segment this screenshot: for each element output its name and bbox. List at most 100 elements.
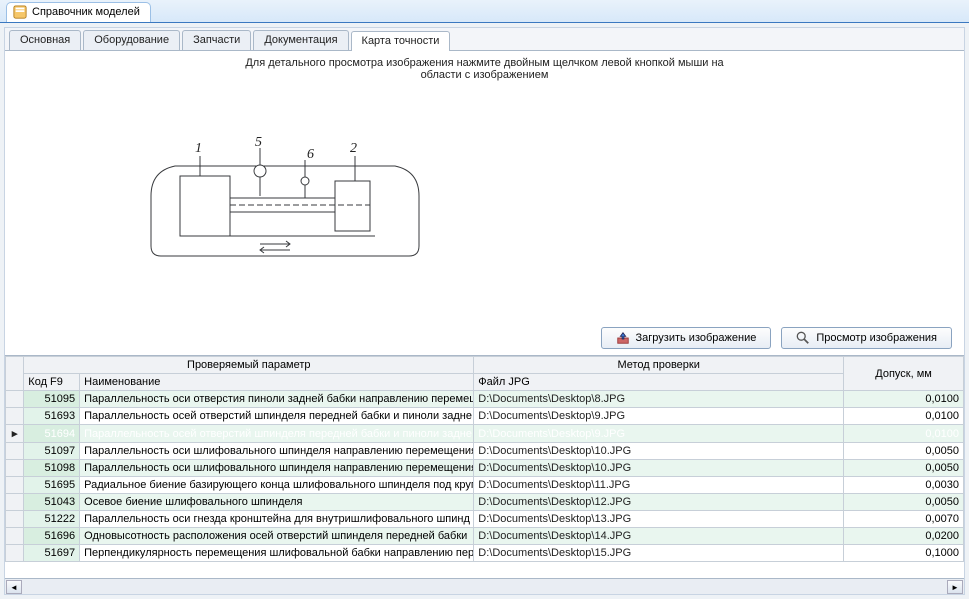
table-row[interactable]: 51098Параллельность оси шлифовального шп…: [6, 460, 964, 477]
instruction-line1: Для детального просмотра изображения наж…: [245, 57, 723, 69]
magnifier-icon: [796, 331, 810, 345]
cell-file[interactable]: D:\Documents\Desktop\11.JPG: [474, 477, 844, 494]
cell-code[interactable]: 51697: [24, 545, 80, 562]
header-code[interactable]: Код F9: [24, 374, 80, 391]
table-row[interactable]: 51095Параллельность оси отверстия пиноли…: [6, 391, 964, 408]
header-name[interactable]: Наименование: [80, 374, 474, 391]
cell-file[interactable]: D:\Documents\Desktop\9.JPG: [474, 408, 844, 425]
upload-icon: [616, 331, 630, 345]
table-row[interactable]: 51043Осевое биение шлифовального шпиндел…: [6, 494, 964, 511]
cell-tolerance[interactable]: 0,0030: [844, 477, 964, 494]
cell-file[interactable]: D:\Documents\Desktop\8.JPG: [474, 391, 844, 408]
load-image-button[interactable]: Загрузить изображение: [601, 327, 772, 349]
header-group-method[interactable]: Метод проверки: [474, 357, 844, 374]
cell-file[interactable]: D:\Documents\Desktop\13.JPG: [474, 511, 844, 528]
cell-tolerance[interactable]: 0,0050: [844, 443, 964, 460]
cell-name[interactable]: Одновысотность расположения осей отверст…: [80, 528, 474, 545]
cell-tolerance[interactable]: 0,0070: [844, 511, 964, 528]
cell-name[interactable]: Радиальное биение базирующего конца шлиф…: [80, 477, 474, 494]
cell-code[interactable]: 51095: [24, 391, 80, 408]
cell-code[interactable]: 51695: [24, 477, 80, 494]
row-marker: [6, 477, 24, 494]
cell-name[interactable]: Параллельность оси отверстия пиноли задн…: [80, 391, 474, 408]
tab-zapchasti[interactable]: Запчасти: [182, 30, 251, 50]
diagram-label-2: 2: [350, 141, 357, 156]
cell-tolerance[interactable]: 0,0100: [844, 408, 964, 425]
row-marker: [6, 460, 24, 477]
titlebar: Справочник моделей: [0, 0, 969, 23]
cell-code[interactable]: 51222: [24, 511, 80, 528]
table-row[interactable]: 51097Параллельность оси шлифовального шп…: [6, 443, 964, 460]
tab-osnovnaya[interactable]: Основная: [9, 30, 81, 50]
cell-file[interactable]: D:\Documents\Desktop\15.JPG: [474, 545, 844, 562]
cell-code[interactable]: 51696: [24, 528, 80, 545]
data-grid[interactable]: Проверяемый параметр Метод проверки Допу…: [5, 355, 964, 578]
diagram-label-6: 6: [307, 147, 314, 162]
cell-file[interactable]: D:\Documents\Desktop\10.JPG: [474, 460, 844, 477]
cell-tolerance[interactable]: 0,0100: [844, 425, 964, 443]
instruction-text: Для детального просмотра изображения наж…: [5, 51, 964, 83]
load-image-label: Загрузить изображение: [636, 332, 757, 344]
tab-oborudovanie[interactable]: Оборудование: [83, 30, 180, 50]
cell-code[interactable]: 51098: [24, 460, 80, 477]
table-row[interactable]: ▸51694Параллельность осей отверстий шпин…: [6, 425, 964, 443]
table-row[interactable]: 51696Одновысотность расположения осей от…: [6, 528, 964, 545]
cell-name[interactable]: Перпендикулярность перемещения шлифоваль…: [80, 545, 474, 562]
cell-tolerance[interactable]: 0,0200: [844, 528, 964, 545]
window-root: Справочник моделей Основная Оборудование…: [0, 0, 969, 599]
cell-name[interactable]: Параллельность осей отверстий шпинделя п…: [80, 408, 474, 425]
view-image-button[interactable]: Просмотр изображения: [781, 327, 952, 349]
cell-name[interactable]: Параллельность оси гнезда кронштейна для…: [80, 511, 474, 528]
header-tolerance[interactable]: Допуск, мм: [844, 357, 964, 391]
cell-name[interactable]: Параллельность оси шлифовального шпиндел…: [80, 460, 474, 477]
cell-name[interactable]: Параллельность оси шлифовального шпиндел…: [80, 443, 474, 460]
cell-tolerance[interactable]: 0,1000: [844, 545, 964, 562]
diagram-label-1: 1: [195, 141, 202, 156]
grid-table: Проверяемый параметр Метод проверки Допу…: [5, 356, 964, 562]
app-icon: [13, 5, 27, 19]
cell-tolerance[interactable]: 0,0050: [844, 494, 964, 511]
horizontal-scrollbar[interactable]: ◄ ►: [5, 578, 964, 594]
row-marker: [6, 443, 24, 460]
technical-diagram: 1 5 6 2: [145, 126, 425, 281]
row-marker: [6, 391, 24, 408]
table-row[interactable]: 51222Параллельность оси гнезда кронштейн…: [6, 511, 964, 528]
window-tab[interactable]: Справочник моделей: [6, 2, 151, 22]
cell-name[interactable]: Осевое биение шлифовального шпинделя: [80, 494, 474, 511]
cell-tolerance[interactable]: 0,0100: [844, 391, 964, 408]
view-image-label: Просмотр изображения: [816, 332, 937, 344]
cell-code[interactable]: 51097: [24, 443, 80, 460]
client-area: Основная Оборудование Запчасти Документа…: [4, 27, 965, 595]
button-row: Загрузить изображение Просмотр изображен…: [5, 323, 964, 355]
row-marker: [6, 408, 24, 425]
row-marker: [6, 545, 24, 562]
scroll-right-arrow[interactable]: ►: [947, 580, 963, 594]
header-marker: [6, 357, 24, 391]
cell-code[interactable]: 51693: [24, 408, 80, 425]
cell-file[interactable]: D:\Documents\Desktop\9.JPG: [474, 425, 844, 443]
tab-documentatsiya[interactable]: Документация: [253, 30, 348, 50]
row-marker: [6, 494, 24, 511]
instruction-line2: области с изображением: [421, 69, 549, 81]
cell-code[interactable]: 51694: [24, 425, 80, 443]
inner-tabs: Основная Оборудование Запчасти Документа…: [5, 28, 964, 51]
cell-file[interactable]: D:\Documents\Desktop\14.JPG: [474, 528, 844, 545]
cell-file[interactable]: D:\Documents\Desktop\12.JPG: [474, 494, 844, 511]
tab-karta-tochnosti[interactable]: Карта точности: [351, 31, 451, 51]
cell-tolerance[interactable]: 0,0050: [844, 460, 964, 477]
row-marker: ▸: [6, 425, 24, 443]
image-preview-area[interactable]: 1 5 6 2: [5, 83, 964, 323]
cell-file[interactable]: D:\Documents\Desktop\10.JPG: [474, 443, 844, 460]
table-row[interactable]: 51697Перпендикулярность перемещения шлиф…: [6, 545, 964, 562]
table-row[interactable]: 51695Радиальное биение базирующего конца…: [6, 477, 964, 494]
row-marker: [6, 528, 24, 545]
scroll-left-arrow[interactable]: ◄: [6, 580, 22, 594]
cell-name[interactable]: Параллельность осей отверстий шпинделя п…: [80, 425, 474, 443]
row-marker: [6, 511, 24, 528]
table-row[interactable]: 51693Параллельность осей отверстий шпинд…: [6, 408, 964, 425]
diagram-label-5: 5: [255, 135, 262, 150]
header-file[interactable]: Файл JPG: [474, 374, 844, 391]
window-title: Справочник моделей: [32, 6, 140, 18]
header-group-param[interactable]: Проверяемый параметр: [24, 357, 474, 374]
cell-code[interactable]: 51043: [24, 494, 80, 511]
